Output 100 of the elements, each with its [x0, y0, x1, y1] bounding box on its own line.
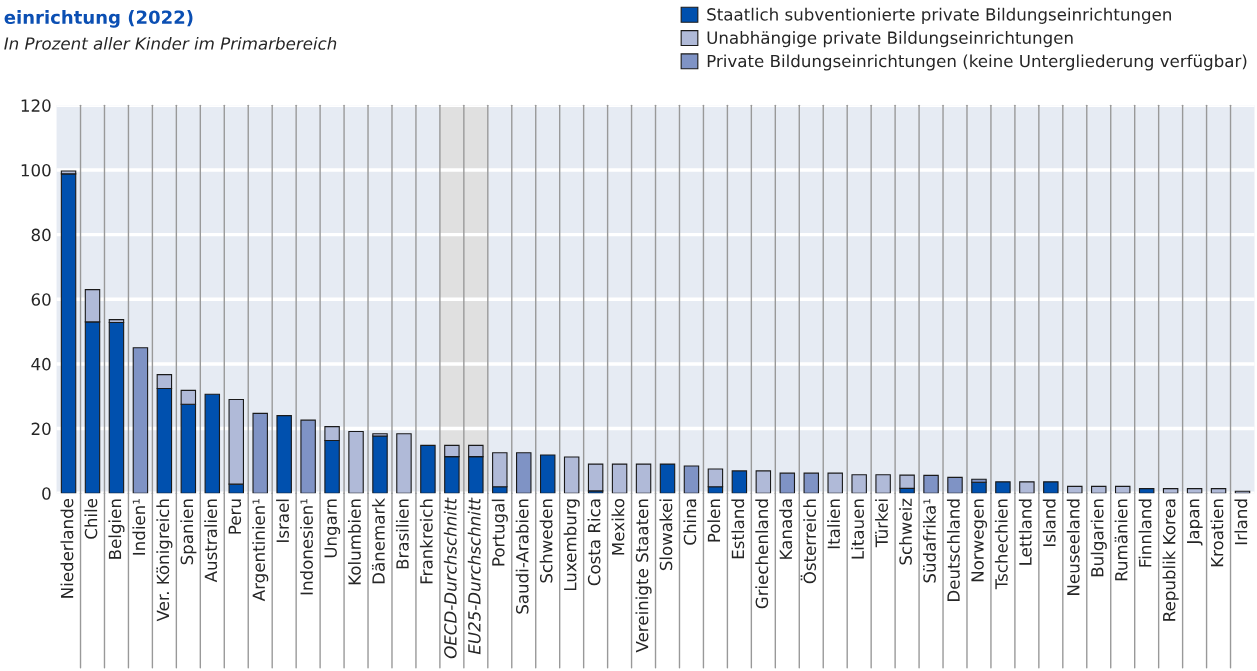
bar	[923, 474, 939, 494]
x-tick-label: Kanada	[779, 499, 793, 559]
bar	[875, 474, 891, 494]
y-tick-label: 60	[31, 293, 51, 306]
x-tick-label: Slowakei	[659, 499, 673, 571]
x-tick-label: Vereinigte Staaten	[635, 499, 652, 653]
bar	[851, 474, 867, 494]
x-tick-label: Frankreich	[419, 499, 433, 584]
x-tick-label: EU25-Durchschnitt	[467, 497, 481, 655]
bar	[659, 463, 676, 494]
x-tick-label: Saudi-Arabien	[515, 499, 529, 614]
x-tick-label: Costa Rica	[587, 499, 601, 586]
bar	[539, 454, 556, 494]
legend-label: Staatlich subventionierte private Bildungseinrichtungen	[707, 7, 1171, 24]
bar	[971, 481, 987, 494]
x-tick-label: Ver. Königreich	[156, 499, 173, 622]
x-tick-label: Schweden	[539, 499, 553, 583]
x-tick-label: Japan	[1187, 499, 1203, 546]
bar	[899, 474, 915, 489]
chart-title: einrichtung (2022)	[4, 10, 193, 28]
x-tick-label: Chile	[84, 498, 98, 539]
x-tick-label: Kolumbien	[347, 499, 361, 585]
bar	[755, 470, 772, 494]
x-tick-label: Island	[1042, 499, 1056, 546]
x-tick-label: Ungarn	[324, 499, 341, 558]
x-tick-label: Republik Korea	[1162, 499, 1179, 621]
x-tick-label: Österreich	[800, 499, 817, 584]
y-tick-label: 40	[31, 357, 51, 371]
bar	[276, 415, 292, 494]
x-tick-label: Bulgarien	[1090, 499, 1107, 577]
bar	[587, 463, 604, 492]
x-tick-label: Lettland	[1018, 499, 1032, 565]
x-tick-label: OECD-Durchschnitt	[443, 497, 457, 659]
bar	[1067, 485, 1083, 494]
x-tick-label: Luxemburg	[563, 499, 580, 591]
legend-label: Unabhängige private Bildungseinrichtungen	[707, 31, 1073, 48]
x-tick-label: Estland	[731, 499, 745, 559]
x-tick-label: Brasilien	[395, 499, 409, 569]
bar	[1210, 488, 1227, 494]
x-tick-label: Australien	[204, 499, 218, 583]
bar	[300, 419, 316, 494]
bar	[108, 321, 125, 494]
x-tick-label: Deutschland	[946, 499, 960, 601]
x-tick-label: Norwegen	[971, 499, 988, 582]
y-tick-label: 20	[31, 422, 51, 436]
bar	[372, 435, 388, 494]
bar	[827, 472, 843, 494]
x-tick-label: Südafrika¹	[922, 498, 936, 583]
bar	[252, 412, 268, 494]
bar	[1162, 488, 1179, 494]
x-tick-label: Israel	[276, 499, 290, 542]
x-tick-label: Irland	[1234, 499, 1248, 545]
x-tick-label: Dänemark	[371, 498, 385, 584]
x-tick-label: Belgien	[108, 499, 125, 559]
x-tick-label: Niederlande	[60, 498, 74, 598]
bar	[683, 465, 700, 494]
bar	[995, 481, 1011, 494]
y-tick-label: 120	[21, 99, 51, 112]
y-tick-label: 80	[31, 228, 51, 242]
bar	[563, 456, 580, 494]
x-tick-label: Peru	[228, 499, 242, 534]
x-tick-label: Argentinien¹	[252, 498, 269, 602]
x-tick-label: Spanien	[180, 499, 197, 565]
x-tick-label: Polen	[707, 499, 721, 542]
bar	[635, 463, 652, 494]
bar	[947, 476, 963, 494]
bar	[132, 347, 149, 494]
x-tick-label: Kroatien	[1210, 499, 1224, 567]
bar	[396, 433, 412, 494]
x-tick-label: Mexiko	[611, 498, 625, 555]
x-tick-label: Neuseeland	[1066, 499, 1080, 595]
bar	[1091, 485, 1107, 494]
bar	[1019, 481, 1035, 494]
bar	[1114, 485, 1131, 494]
x-tick-label: Tschechien	[994, 499, 1008, 590]
bar	[779, 472, 796, 494]
bar	[611, 463, 628, 494]
x-tick-label: Schweiz	[899, 498, 912, 565]
y-tick-label: 100	[21, 163, 51, 177]
x-tick-label: Finnland	[1138, 499, 1152, 567]
x-tick-label: Indien¹	[132, 498, 146, 555]
legend-label: Private Bildungseinrichtungen (keine Untergliederung verfügbar)	[707, 54, 1247, 71]
x-tick-label: Portugal	[491, 499, 508, 566]
bar	[204, 393, 221, 494]
bar	[1138, 488, 1155, 494]
bar	[420, 444, 436, 494]
x-tick-label: Indonesien¹	[300, 498, 313, 595]
bar	[60, 173, 77, 494]
bar	[1186, 488, 1203, 494]
x-tick-label: Griechenland	[755, 499, 769, 609]
x-tick-label: China	[683, 499, 697, 545]
x-tick-label: Litauen	[851, 499, 865, 559]
bar	[516, 452, 532, 494]
bar	[731, 470, 748, 494]
x-tick-label: Italien	[827, 499, 841, 549]
bar	[348, 430, 364, 494]
x-tick-label: Türkei	[875, 499, 888, 548]
x-tick-label: Rumänien	[1114, 499, 1128, 581]
bar	[803, 472, 819, 494]
chart-subtitle: In Prozent aller Kinder im Primarbereich	[4, 36, 337, 50]
